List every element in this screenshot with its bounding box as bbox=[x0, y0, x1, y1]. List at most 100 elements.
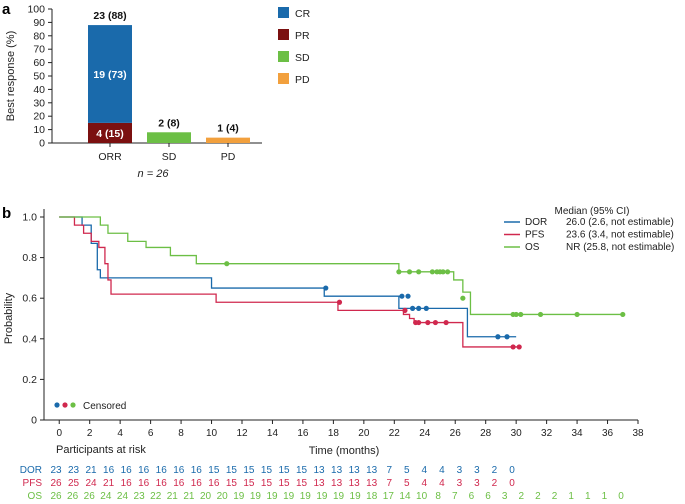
at-risk-count: 15 bbox=[261, 465, 273, 476]
at-risk-count: 15 bbox=[278, 478, 290, 489]
y-tick-label: 30 bbox=[33, 97, 45, 109]
censored-legend-dot bbox=[70, 402, 76, 408]
at-risk-count: 13 bbox=[349, 465, 361, 476]
bar-total-label: 23 (88) bbox=[93, 10, 126, 22]
censor-mark-pfs bbox=[416, 319, 422, 326]
at-risk-count: 24 bbox=[86, 478, 98, 489]
x-tick-label: 30 bbox=[511, 428, 523, 439]
at-risk-count: 0 bbox=[509, 465, 515, 476]
at-risk-count: 24 bbox=[117, 491, 129, 502]
censor-mark-os bbox=[406, 269, 413, 275]
legend-label-cr: CR bbox=[295, 8, 311, 20]
legend-label-pd: PD bbox=[295, 74, 310, 86]
at-risk-count: 21 bbox=[103, 478, 115, 489]
x-tick-label: ORR bbox=[98, 151, 122, 163]
at-risk-count: 19 bbox=[350, 491, 362, 502]
legend-swatch-pr bbox=[278, 29, 289, 40]
at-risk-count: 2 bbox=[492, 465, 498, 476]
at-risk-count: 1 bbox=[602, 491, 608, 502]
censor-mark-os bbox=[224, 261, 230, 267]
bar-cr-orr bbox=[88, 25, 132, 123]
censor-mark-dor bbox=[399, 293, 405, 299]
km-chart: 00.20.40.60.81.00 2 4 6 8 10 12 14 16 18 20 22 24 26 2… bbox=[3, 206, 674, 502]
x-tick-label: 16 bbox=[297, 428, 309, 439]
at-risk-count: 10 bbox=[416, 491, 428, 502]
at-risk-count: 15 bbox=[226, 465, 238, 476]
at-risk-count: 16 bbox=[103, 465, 115, 476]
x-tick-label: 2 bbox=[87, 428, 93, 439]
at-risk-count: 0 bbox=[509, 478, 515, 489]
bar-value-label: 4 (15) bbox=[96, 128, 123, 140]
y-tick-label: 50 bbox=[33, 71, 45, 83]
x-tick-label: 38 bbox=[632, 428, 644, 439]
at-risk-count: 14 bbox=[399, 491, 411, 502]
at-risk-count: 4 bbox=[439, 478, 445, 489]
x-tick-label: 20 bbox=[358, 428, 370, 439]
at-risk-row-label: OS bbox=[28, 491, 43, 502]
at-risk-count: 26 bbox=[67, 491, 79, 502]
at-risk-count: 21 bbox=[167, 491, 179, 502]
legend-name-os: OS bbox=[525, 242, 540, 253]
at-risk-count: 3 bbox=[457, 465, 463, 476]
at-risk-count: 16 bbox=[138, 465, 150, 476]
x-tick-label: 28 bbox=[480, 428, 492, 439]
at-risk-count: 5 bbox=[404, 465, 410, 476]
y-tick-label: 0 bbox=[39, 138, 45, 150]
x-tick-label: SD bbox=[162, 151, 177, 163]
at-risk-count: 23 bbox=[50, 465, 62, 476]
x-tick-label: 22 bbox=[389, 428, 401, 439]
censored-legend-dot bbox=[54, 402, 60, 408]
x-tick-label: 0 bbox=[56, 428, 62, 439]
censor-mark-dor bbox=[409, 305, 416, 311]
x-tick-label: 36 bbox=[602, 428, 614, 439]
x-tick-label: 4 bbox=[117, 428, 123, 439]
at-risk-count: 23 bbox=[134, 491, 146, 502]
at-risk-count: 7 bbox=[452, 491, 458, 502]
legend-median-dor: 26.0 (2.6, not estimable) bbox=[566, 217, 674, 228]
bar-total-label: 1 (4) bbox=[217, 123, 239, 135]
panel-a-label: a bbox=[2, 1, 11, 18]
at-risk-count: 7 bbox=[386, 478, 392, 489]
at-risk-count: 16 bbox=[156, 465, 168, 476]
at-risk-count: 16 bbox=[173, 465, 185, 476]
at-risk-count: 16 bbox=[191, 465, 203, 476]
x-tick-label: 26 bbox=[450, 428, 462, 439]
at-risk-count: 16 bbox=[173, 478, 185, 489]
at-risk-count: 22 bbox=[150, 491, 162, 502]
at-risk-count: 3 bbox=[474, 465, 480, 476]
censor-mark-os bbox=[429, 269, 435, 275]
y-tick-label: 60 bbox=[33, 57, 45, 69]
at-risk-row-label: DOR bbox=[20, 465, 42, 476]
km-curve-pfs bbox=[59, 216, 520, 348]
panel-b-label: b bbox=[2, 205, 11, 222]
at-risk-title: Participants at risk bbox=[56, 444, 146, 456]
censor-mark-pfs bbox=[443, 319, 449, 326]
x-tick-label: 18 bbox=[328, 428, 340, 439]
at-risk-count: 6 bbox=[485, 491, 491, 502]
km-curve-os bbox=[59, 216, 623, 316]
y-tick-label: 1.0 bbox=[22, 212, 37, 224]
y-tick-label: 100 bbox=[27, 4, 45, 16]
at-risk-count: 13 bbox=[349, 478, 361, 489]
at-risk-count: 19 bbox=[283, 491, 295, 502]
at-risk-count: 26 bbox=[84, 491, 96, 502]
at-risk-count: 6 bbox=[469, 491, 475, 502]
censor-mark-pfs bbox=[402, 307, 408, 313]
at-risk-count: 19 bbox=[233, 491, 245, 502]
bar-pr-orr bbox=[88, 122, 132, 143]
at-risk-count: 1 bbox=[568, 491, 574, 502]
at-risk-count: 15 bbox=[296, 478, 308, 489]
y-axis-label: Best response (%) bbox=[5, 31, 17, 121]
at-risk-count: 20 bbox=[217, 491, 229, 502]
at-risk-count: 16 bbox=[121, 478, 133, 489]
at-risk-count: 18 bbox=[366, 491, 378, 502]
censor-mark-os bbox=[518, 311, 524, 318]
y-tick-label: 0.2 bbox=[22, 374, 37, 386]
at-risk-count: 4 bbox=[422, 465, 428, 476]
legend-name-dor: DOR bbox=[525, 217, 547, 228]
at-risk-count: 0 bbox=[618, 491, 624, 502]
censor-mark-pfs bbox=[432, 319, 439, 326]
y-tick-label: 40 bbox=[33, 84, 45, 96]
at-risk-count: 15 bbox=[243, 478, 255, 489]
